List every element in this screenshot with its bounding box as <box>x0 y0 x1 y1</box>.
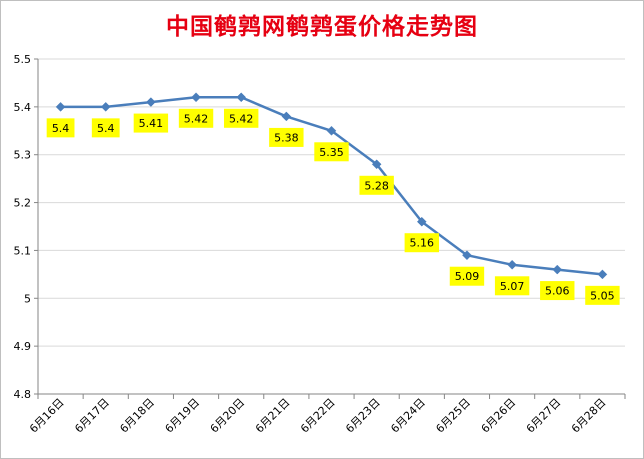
data-label-box <box>585 285 620 305</box>
data-label-box <box>91 118 120 138</box>
data-label: 5.05 <box>590 289 615 302</box>
x-tick-label: 6月21日 <box>253 396 293 436</box>
data-point-marker <box>416 216 427 227</box>
data-point-marker <box>146 97 156 107</box>
data-label-box <box>540 281 575 301</box>
x-tick-labels: 6月16日 6月17日 6月18日 6月19日 6月20日 6月21日 6月22日 6月23日… <box>27 396 608 436</box>
y-tick-label: 4.9 <box>14 340 32 353</box>
data-label: 5.28 <box>364 179 389 192</box>
y-tick-label: 5.2 <box>14 197 32 210</box>
data-point-marker <box>462 250 472 261</box>
data-label: 5.09 <box>455 270 480 283</box>
data-label-box <box>449 266 485 286</box>
y-tick-labels: 4.8 4.9 5 5.1 5.2 5.3 5.4 5.5 <box>14 53 32 401</box>
data-point-marker <box>55 102 66 112</box>
data-point-marker <box>236 92 247 103</box>
data-label: 5.35 <box>319 146 344 159</box>
y-tick-label: 5.5 <box>14 53 32 66</box>
data-labels: 5.4 5.4 5.41 5.42 5.42 5.38 5.35 5.28 5.16 5.09 5.… <box>46 108 620 305</box>
data-label: 5.4 <box>52 122 70 135</box>
data-label-box <box>494 276 530 296</box>
data-point-marker <box>100 102 111 112</box>
x-tick-label: 6月24日 <box>388 396 428 436</box>
x-tick-label: 6月27日 <box>524 396 564 436</box>
data-label: 5.42 <box>184 112 209 125</box>
x-tick-label: 6月16日 <box>27 396 67 436</box>
x-tick-label: 6月26日 <box>479 396 519 436</box>
data-label-box <box>178 108 214 128</box>
price-series <box>55 92 608 280</box>
data-label-box <box>269 127 304 147</box>
data-label: 5.41 <box>139 117 164 130</box>
data-label-box <box>133 113 169 133</box>
x-tick-label: 6月22日 <box>298 396 338 436</box>
data-label: 5.06 <box>545 285 570 298</box>
data-point-marker <box>552 264 563 275</box>
gridlines <box>38 58 625 347</box>
data-point-marker <box>191 92 201 103</box>
data-label: 5.16 <box>410 237 435 250</box>
x-tick-label: 6月25日 <box>433 396 473 436</box>
data-point-marker <box>326 125 337 136</box>
data-label-box <box>223 108 259 128</box>
x-tick-label: 6月20日 <box>208 396 248 436</box>
data-point-marker <box>507 259 517 270</box>
data-label-box <box>46 118 75 138</box>
x-tick-label: 6月28日 <box>569 396 609 436</box>
data-point-marker <box>371 159 382 170</box>
data-label: 5.07 <box>500 280 525 293</box>
y-tick-label: 5 <box>24 292 31 305</box>
data-label-box <box>404 233 440 253</box>
data-label-box <box>314 142 349 162</box>
x-tick-label: 6月17日 <box>72 396 112 436</box>
data-label: 5.4 <box>97 122 115 135</box>
data-point-marker <box>281 111 292 122</box>
y-tick-label: 4.8 <box>14 388 32 401</box>
data-label: 5.38 <box>274 131 299 144</box>
x-tick-label: 6月19日 <box>163 396 203 436</box>
data-label-box <box>359 175 394 195</box>
chart-title: 中国鹌鹑网鹌鹑蛋价格走势图 <box>166 13 478 40</box>
data-point-marker <box>597 269 608 280</box>
y-tick-label: 5.1 <box>14 244 32 257</box>
y-tick-label: 5.4 <box>14 101 32 114</box>
x-tick-label: 6月18日 <box>117 396 157 436</box>
data-label: 5.42 <box>229 112 254 125</box>
axes <box>34 58 626 399</box>
x-tick-label: 6月23日 <box>343 396 383 436</box>
y-tick-label: 5.3 <box>14 149 32 162</box>
